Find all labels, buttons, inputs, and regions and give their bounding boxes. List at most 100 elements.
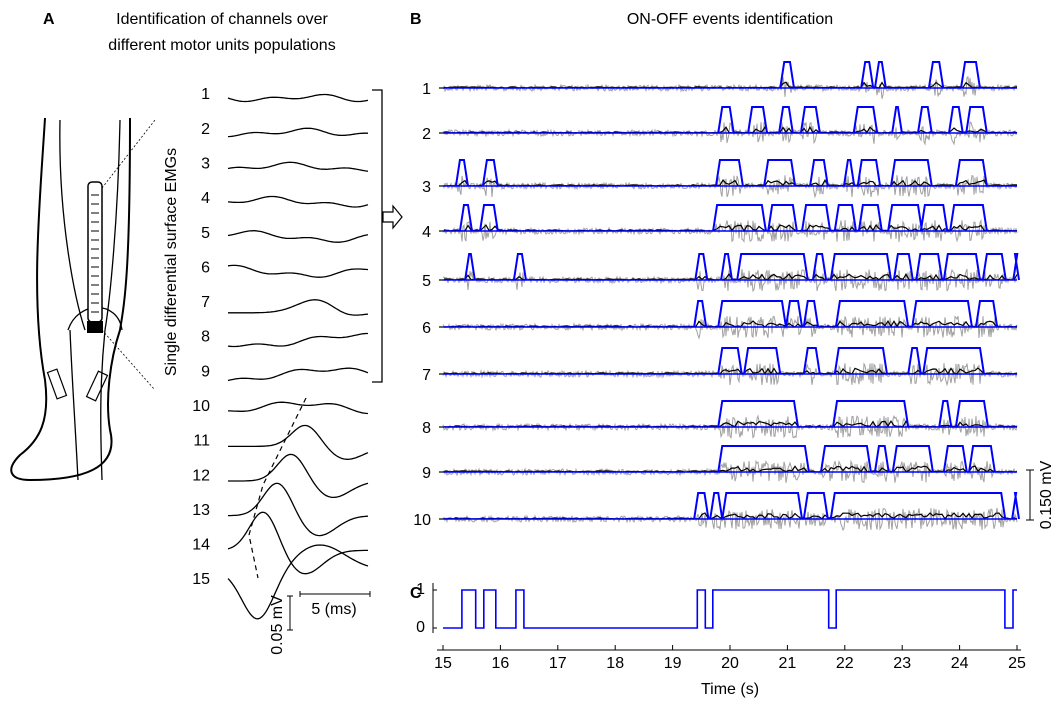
on-event [693, 300, 708, 328]
on-event [911, 300, 973, 328]
on-event [736, 253, 809, 281]
on-event [481, 159, 499, 187]
on-event [717, 106, 735, 134]
on-event [811, 253, 828, 281]
channel-label: 5 [201, 225, 210, 242]
pointer-line [101, 119, 156, 391]
on-event [720, 253, 733, 281]
on-event [907, 347, 922, 375]
waveform [227, 264, 369, 278]
on-event [709, 492, 724, 520]
on-event [968, 445, 996, 473]
y-tick-label: 1 [416, 581, 425, 598]
on-event [954, 400, 989, 428]
waveform [227, 127, 369, 138]
channel-label: 6 [201, 259, 210, 276]
channel-label: 4 [422, 224, 431, 241]
waveform [228, 401, 369, 415]
scale-bar-label: 0.150 mV [1038, 460, 1055, 529]
channel-label: 1 [422, 81, 431, 98]
on-event [856, 159, 882, 187]
channel-label: 10 [413, 512, 431, 529]
channel-label: 13 [192, 502, 210, 519]
on-event [802, 492, 829, 520]
on-event [747, 106, 769, 134]
on-event [833, 204, 857, 232]
panel-label: B [410, 11, 422, 28]
on-event [873, 445, 890, 473]
channel-label: 6 [422, 320, 431, 337]
channel-label: 4 [201, 190, 210, 207]
waveform [228, 453, 369, 499]
on-event [779, 61, 795, 89]
x-tick-label: 16 [492, 655, 510, 672]
on-event [927, 61, 945, 89]
channel-label: 8 [422, 420, 431, 437]
emg-trace [442, 174, 1018, 199]
on-event [802, 347, 821, 375]
on-event [767, 204, 798, 232]
arrow [382, 204, 403, 230]
on-event [857, 204, 883, 232]
on-event [479, 204, 499, 232]
on-event [981, 253, 1007, 281]
on-event [763, 159, 797, 187]
channel-label: 2 [422, 126, 431, 143]
on-event [922, 347, 985, 375]
on-event [949, 204, 988, 232]
on-event [919, 204, 949, 232]
on-event [829, 492, 1007, 520]
waveform [227, 230, 369, 243]
on-event [842, 159, 856, 187]
leg-line [69, 329, 79, 481]
on-event [890, 159, 933, 187]
propagation-line [248, 397, 307, 579]
on-event [942, 253, 981, 281]
channel-label: 8 [201, 329, 210, 346]
on-event [801, 204, 832, 232]
panel-title: ON-OFF events identification [627, 11, 833, 28]
x-tick-label: 17 [549, 655, 567, 672]
on-event [891, 445, 934, 473]
x-tick-label: 23 [893, 655, 911, 672]
y-axis-label: Single differential surface EMGs [163, 148, 180, 376]
channel-label: 15 [192, 571, 210, 588]
leg-line [104, 119, 121, 331]
x-tick-label: 21 [779, 655, 797, 672]
on-event [948, 106, 964, 134]
state-line [443, 589, 1017, 629]
on-event [743, 347, 782, 375]
x-tick-label: 22 [836, 655, 854, 672]
waveform [227, 195, 369, 208]
on-event [464, 253, 476, 281]
on-event [852, 106, 879, 134]
scale-bar-y-label: 0.05 mV [269, 595, 286, 655]
on-event [833, 347, 888, 375]
on-event [829, 253, 892, 281]
leg-illustration [10, 117, 156, 482]
electrode-array [87, 181, 103, 323]
channel-label: 2 [201, 121, 210, 138]
channel-label: 14 [192, 537, 210, 554]
on-event [974, 300, 999, 328]
envelope-trace [444, 179, 1017, 187]
x-tick-label: 20 [721, 655, 739, 672]
x-tick-label: 15 [434, 655, 452, 672]
on-event [960, 61, 981, 89]
on-event [834, 300, 910, 328]
scale-bar-y [287, 595, 293, 631]
on-event [694, 253, 709, 281]
waveform [227, 93, 369, 103]
on-event [712, 204, 767, 232]
on-event [784, 300, 804, 328]
channel-label: 11 [193, 433, 210, 450]
on-event [938, 400, 953, 428]
on-event [717, 445, 810, 473]
channel-label: 3 [422, 179, 431, 196]
channel-label: 3 [201, 155, 210, 172]
on-event [860, 61, 875, 89]
waveform [228, 424, 369, 460]
channel-label: 9 [201, 363, 210, 380]
leg-line [100, 329, 106, 481]
